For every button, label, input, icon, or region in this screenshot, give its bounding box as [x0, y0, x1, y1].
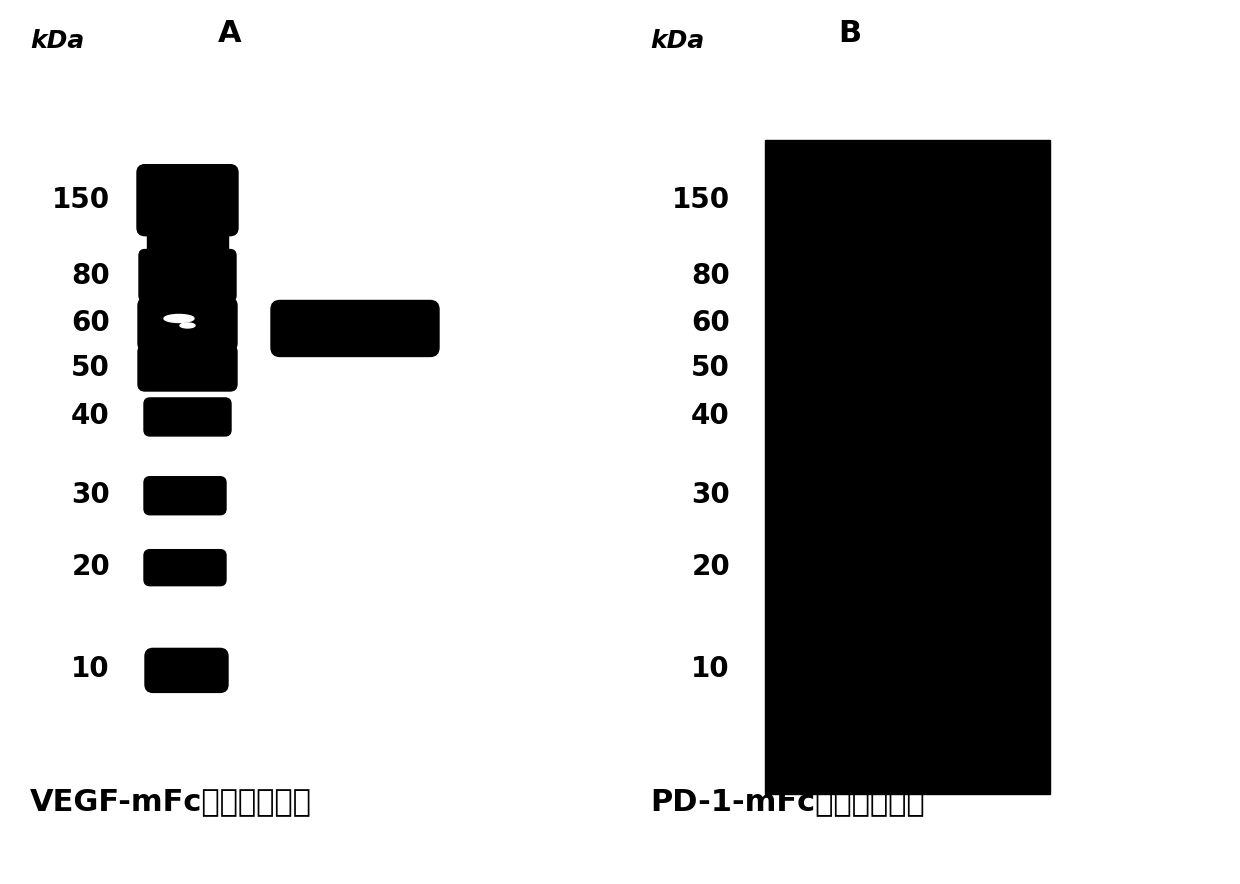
Bar — [765, 141, 1050, 794]
Text: 40: 40 — [71, 402, 110, 430]
Text: 50: 50 — [71, 354, 110, 382]
FancyBboxPatch shape — [144, 398, 231, 436]
Text: 60: 60 — [71, 309, 110, 338]
Text: 50: 50 — [691, 354, 730, 382]
Text: 30: 30 — [691, 481, 730, 508]
FancyBboxPatch shape — [144, 550, 226, 585]
Text: 150: 150 — [52, 187, 110, 214]
Text: 10: 10 — [72, 655, 110, 683]
Text: VEGF-mFc蛋白电泳结果: VEGF-mFc蛋白电泳结果 — [30, 787, 312, 816]
FancyBboxPatch shape — [138, 345, 237, 391]
Text: A: A — [218, 19, 242, 48]
Text: kDa: kDa — [650, 29, 704, 53]
Text: 150: 150 — [672, 187, 730, 214]
FancyBboxPatch shape — [272, 301, 439, 356]
Bar — [148, 200, 228, 286]
Ellipse shape — [164, 315, 193, 323]
FancyBboxPatch shape — [145, 648, 228, 692]
FancyBboxPatch shape — [139, 249, 236, 301]
Bar — [148, 271, 228, 329]
FancyBboxPatch shape — [136, 164, 238, 236]
Text: 20: 20 — [691, 552, 730, 581]
Text: B: B — [838, 19, 862, 48]
Text: 40: 40 — [691, 402, 730, 430]
Text: 80: 80 — [71, 262, 110, 290]
Text: 60: 60 — [691, 309, 730, 338]
Text: 30: 30 — [71, 481, 110, 508]
Text: 10: 10 — [692, 655, 730, 683]
Text: 80: 80 — [691, 262, 730, 290]
Text: PD-1-mFc蛋白电泳结果: PD-1-mFc蛋白电泳结果 — [650, 787, 925, 816]
FancyBboxPatch shape — [144, 476, 226, 514]
Ellipse shape — [180, 323, 195, 328]
Text: 20: 20 — [71, 552, 110, 581]
Text: kDa: kDa — [30, 29, 84, 53]
FancyBboxPatch shape — [138, 299, 237, 350]
